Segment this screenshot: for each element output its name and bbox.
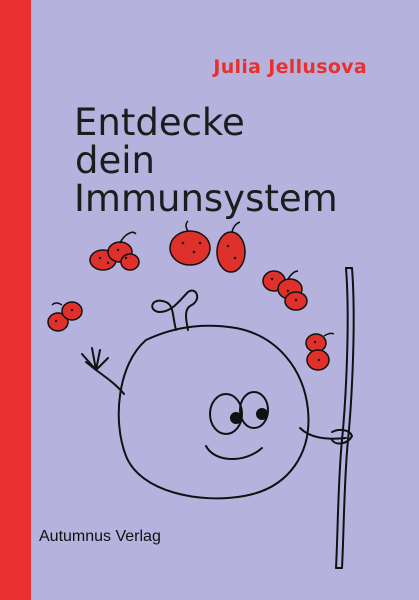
immune-cell-character-icon: [81, 289, 347, 500]
title-line-3: Immunsystem: [74, 177, 338, 220]
publisher-name: Autumnus Verlag: [39, 528, 161, 545]
red-spine: [0, 0, 31, 600]
title-line-1: Entdecke: [74, 101, 245, 144]
germ-cluster-icon: [47, 220, 335, 371]
cover-illustration: [47, 220, 355, 569]
author-name: Julia Jellusova: [213, 56, 367, 78]
title-line-2: dein: [75, 139, 155, 182]
book-title: Entdecke dein Immunsystem: [74, 104, 338, 218]
stick-icon: [331, 267, 355, 569]
